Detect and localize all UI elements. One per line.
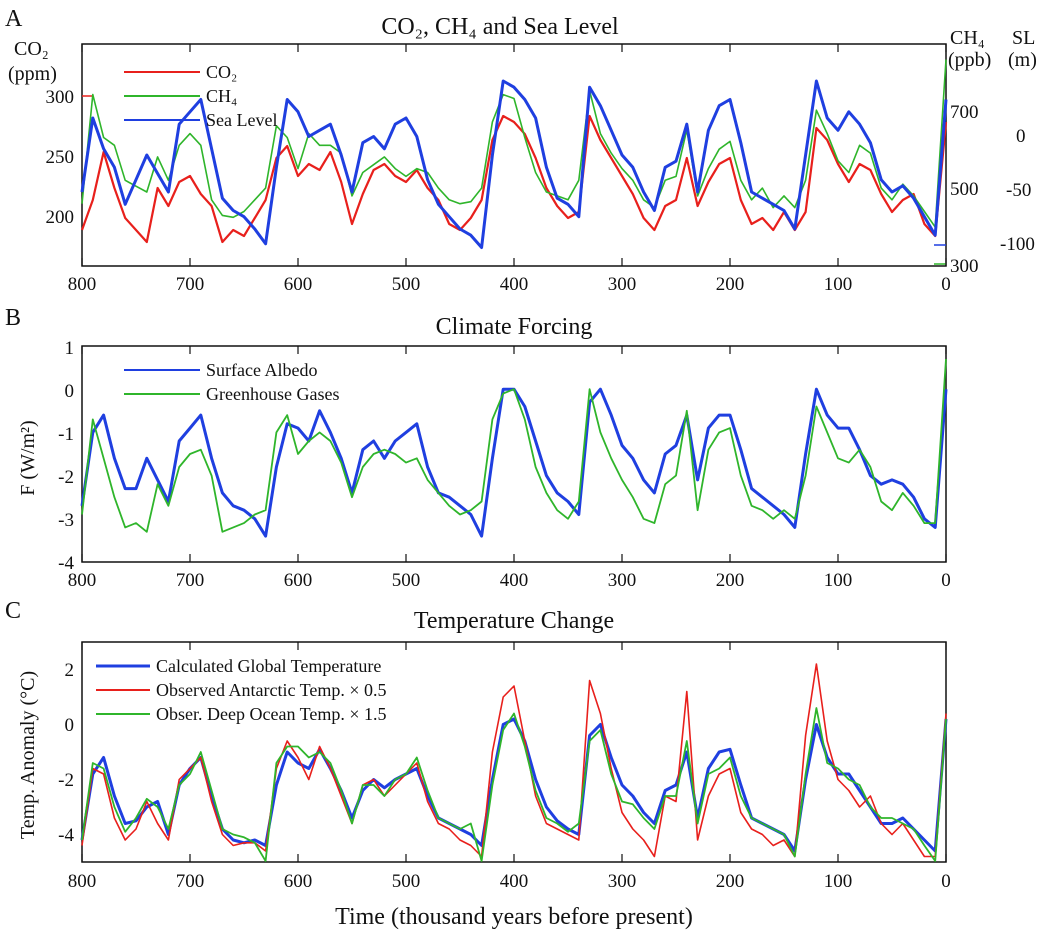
panel-a-ylabel-left-line2: (ppm)	[8, 63, 57, 85]
panel-b-legend: Surface Albedo Greenhouse Gases	[124, 360, 339, 404]
panel-c-xtick-300: 300	[608, 871, 637, 892]
panel-c-xtick-100: 100	[824, 871, 853, 892]
panel-b-ytick-m2: -2	[58, 467, 74, 488]
panel-a-ytick-250: 250	[46, 147, 75, 168]
panel-a-xtick-400: 400	[500, 274, 529, 295]
panel-b-xtick-300: 300	[608, 570, 637, 591]
panel-a-ytick-ch4-300: 300	[950, 256, 979, 277]
panel-a-ytick-300: 300	[46, 87, 75, 108]
panel-a-title: CO₂, CH₄ and Sea Level	[381, 14, 619, 40]
panel-c-series	[80, 642, 948, 862]
panel-a-xtick-100: 100	[824, 274, 853, 295]
panel-a-ytick-sl-m50: -50	[1006, 180, 1031, 201]
panel-a-ytick-ch4-500: 500	[950, 179, 979, 200]
panel-c-xtick-400: 400	[500, 871, 529, 892]
panel-a-ytick-ch4-700: 700	[950, 102, 979, 123]
panel-c-xtick-600: 600	[284, 871, 313, 892]
panel-c-xlabel: Time (thousand years before present)	[335, 904, 693, 930]
panel-b-label: B	[5, 305, 21, 331]
panel-b: B Climate Forcing F (W/m²) 800 700 600 5…	[5, 305, 951, 591]
panel-c-ytick-m4: -4	[58, 825, 74, 846]
panel-c-ytick-m2: -2	[58, 770, 74, 791]
legend-label-surface-albedo: Surface Albedo	[206, 360, 317, 380]
panel-a-xtick-300: 300	[608, 274, 637, 295]
panel-a-ylabel-right-sl: SL	[1012, 27, 1035, 49]
panel-b-xtick-100: 100	[824, 570, 853, 591]
panel-a: A CO₂, CH₄ and Sea Level CO₂ (ppm) CH₄ (…	[5, 6, 1037, 295]
panel-b-series-1-line	[81, 358, 947, 533]
panel-a-legend: CO₂ CH₄ Sea Level	[124, 62, 277, 130]
panel-a-xtick-500: 500	[392, 274, 421, 295]
panel-c-xtick-800: 800	[68, 871, 97, 892]
panel-a-series-0-line	[80, 114, 948, 244]
panel-b-ytick-m3: -3	[58, 510, 74, 531]
panel-b-ticks: 800 700 600 500 400 300 200 100 0 -4 -3 …	[58, 338, 951, 591]
legend-label-greenhouse-gases: Greenhouse Gases	[206, 384, 339, 404]
panel-a-series-2-line	[80, 79, 948, 249]
panel-b-series	[80, 346, 948, 562]
legend-label-sea-level: Sea Level	[206, 110, 277, 130]
panel-b-xtick-200: 200	[716, 570, 745, 591]
panel-b-ytick-m1: -1	[58, 424, 74, 445]
panel-b-xtick-400: 400	[500, 570, 529, 591]
panel-c-label: C	[5, 598, 21, 624]
panel-b-ytick-1: 1	[65, 338, 75, 359]
panel-c-xtick-700: 700	[176, 871, 205, 892]
panel-c-ticks: 800 700 600 500 400 300 200 100 0 -4 -2 …	[58, 660, 951, 892]
panel-b-xtick-600: 600	[284, 570, 313, 591]
panel-a-ytick-sl-m100: -100	[1000, 234, 1035, 255]
panel-b-ytick-0: 0	[65, 381, 75, 402]
panel-b-xtick-800: 800	[68, 570, 97, 591]
panel-a-xtick-0: 0	[941, 274, 951, 295]
panel-b-xtick-0: 0	[941, 570, 951, 591]
panel-c: C Temperature Change Temp. Anomaly (°C) …	[5, 598, 951, 930]
panel-a-xtick-800: 800	[68, 274, 97, 295]
panel-a-ylabel-right-ch4-unit: (ppb)	[948, 49, 991, 71]
panel-c-series-0-line	[80, 717, 948, 853]
panel-c-series-1-line	[81, 663, 947, 858]
panel-a-series	[80, 44, 948, 266]
panel-c-xtick-0: 0	[941, 871, 951, 892]
panel-c-ytick-2: 2	[65, 660, 75, 681]
legend-label-calculated-global-temperature: Calculated Global Temperature	[156, 656, 381, 676]
panel-c-ytick-0: 0	[65, 715, 75, 736]
panel-b-title: Climate Forcing	[436, 314, 593, 340]
panel-c-ylabel: Temp. Anomaly (°C)	[17, 671, 39, 839]
panel-a-ylabel-left-line1: CO₂	[14, 38, 49, 60]
panel-a-label: A	[5, 6, 23, 32]
panel-b-ylabel: F (W/m²)	[17, 420, 39, 495]
panel-a-xtick-200: 200	[716, 274, 745, 295]
legend-label-obser-deep-ocean-temp: Obser. Deep Ocean Temp. × 1.5	[156, 704, 387, 724]
panel-b-xtick-500: 500	[392, 570, 421, 591]
panel-a-ytick-200: 200	[46, 207, 75, 228]
panel-c-xtick-500: 500	[392, 871, 421, 892]
legend-label-co2: CO₂	[206, 62, 237, 82]
panel-c-series-2-line	[81, 707, 947, 862]
panel-a-xtick-600: 600	[284, 274, 313, 295]
panel-c-title: Temperature Change	[414, 608, 614, 634]
panel-b-ytick-m4: -4	[58, 553, 74, 574]
panel-a-xtick-700: 700	[176, 274, 205, 295]
panel-a-ytick-sl-0: 0	[1016, 126, 1026, 147]
legend-label-ch4: CH₄	[206, 86, 237, 106]
legend-label-observed-antarctic-temp: Observed Antarctic Temp. × 0.5	[156, 680, 387, 700]
panel-a-ylabel-right-sl-unit: (m)	[1008, 49, 1037, 71]
panel-b-xtick-700: 700	[176, 570, 205, 591]
panel-c-legend: Calculated Global Temperature Observed A…	[96, 656, 387, 724]
panel-a-ticks: 800 700 600 500 400 300 200 100 0 200 25…	[46, 87, 1035, 295]
panel-c-xtick-200: 200	[716, 871, 745, 892]
panel-a-ylabel-right-ch4: CH₄	[950, 27, 985, 49]
